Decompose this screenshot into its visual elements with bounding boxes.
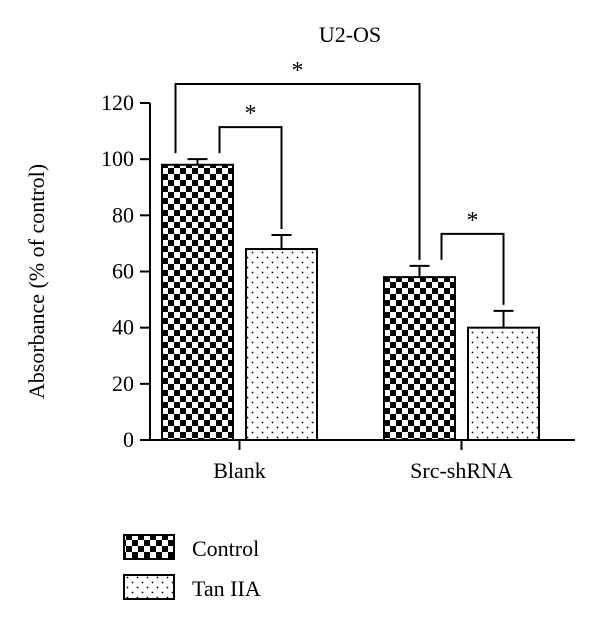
significance-bracket <box>440 232 505 305</box>
y-tick-label: 40 <box>112 315 134 340</box>
x-tick-label: Src-shRNA <box>410 458 513 483</box>
y-tick-label: 120 <box>101 90 134 115</box>
significance-star: * <box>467 208 479 234</box>
y-axis: 0 20 40 60 80 100 120 <box>101 90 151 452</box>
legend: Control Tan IIA <box>123 534 261 601</box>
significance-star: * <box>292 58 304 84</box>
chart-title: U2-OS <box>319 22 381 47</box>
bar-blank-control <box>161 163 234 442</box>
y-tick-label: 0 <box>123 427 134 452</box>
legend-swatch-control <box>123 534 175 560</box>
significance-bracket <box>218 126 283 229</box>
y-axis-label: Absorbance (% of control) <box>24 164 49 399</box>
legend-swatch-tan-iia <box>123 574 175 600</box>
significance-bracket <box>174 83 421 260</box>
x-axis: Blank Src-shRNA <box>150 439 575 483</box>
y-tick-label: 60 <box>112 259 134 284</box>
bar-blank-tan-iia <box>245 248 318 441</box>
y-tick-label: 100 <box>101 146 134 171</box>
error-bars <box>187 158 514 328</box>
legend-label: Control <box>192 536 259 561</box>
legend-label: Tan IIA <box>192 576 261 601</box>
significance-star: * <box>245 101 257 127</box>
significance-annotations: * * * <box>174 58 505 305</box>
x-tick-label: Blank <box>213 458 266 483</box>
y-tick-label: 20 <box>112 371 134 396</box>
bar-src-shrna-control <box>383 276 456 441</box>
bar-src-shrna-tan-iia <box>467 326 540 441</box>
y-tick-label: 80 <box>112 202 134 227</box>
bars <box>161 163 540 442</box>
